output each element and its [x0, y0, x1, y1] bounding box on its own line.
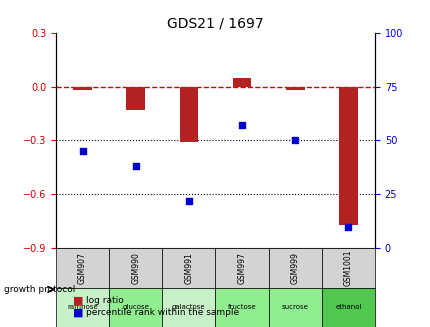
FancyBboxPatch shape: [109, 287, 162, 327]
FancyBboxPatch shape: [162, 287, 215, 327]
Point: [132, 164, 139, 169]
Text: GSM907: GSM907: [78, 252, 87, 284]
Text: GSM999: GSM999: [290, 252, 299, 284]
FancyBboxPatch shape: [215, 248, 268, 287]
Point: [238, 123, 245, 128]
Text: growth protocol: growth protocol: [4, 285, 76, 294]
Point: [291, 138, 298, 143]
Text: fructose: fructose: [227, 304, 256, 310]
Bar: [73, 87, 92, 90]
Text: sucrose: sucrose: [281, 304, 308, 310]
FancyBboxPatch shape: [109, 248, 162, 287]
FancyBboxPatch shape: [162, 248, 215, 287]
Text: GSM997: GSM997: [237, 252, 246, 284]
Title: GDS21 / 1697: GDS21 / 1697: [167, 16, 263, 30]
Text: galactose: galactose: [172, 304, 205, 310]
Bar: [126, 87, 145, 110]
Point: [344, 224, 351, 229]
FancyBboxPatch shape: [215, 287, 268, 327]
Text: glucose: glucose: [122, 304, 149, 310]
FancyBboxPatch shape: [56, 248, 109, 287]
Bar: [338, 87, 357, 225]
Text: ■: ■: [73, 307, 83, 317]
Text: GSM991: GSM991: [184, 252, 193, 284]
Point: [79, 148, 86, 154]
FancyBboxPatch shape: [268, 287, 321, 327]
Text: ethanol: ethanol: [335, 304, 361, 310]
FancyBboxPatch shape: [321, 287, 374, 327]
Bar: [285, 87, 304, 90]
FancyBboxPatch shape: [56, 287, 109, 327]
Text: GSM990: GSM990: [131, 252, 140, 284]
Bar: [232, 77, 251, 87]
FancyBboxPatch shape: [268, 248, 321, 287]
Text: GSM1001: GSM1001: [343, 250, 352, 286]
Text: log ratio: log ratio: [86, 296, 124, 305]
Text: raffinose: raffinose: [67, 304, 98, 310]
Text: ■: ■: [73, 296, 83, 306]
Text: percentile rank within the sample: percentile rank within the sample: [86, 308, 239, 317]
Point: [185, 198, 192, 203]
Bar: [179, 87, 198, 142]
FancyBboxPatch shape: [321, 248, 374, 287]
